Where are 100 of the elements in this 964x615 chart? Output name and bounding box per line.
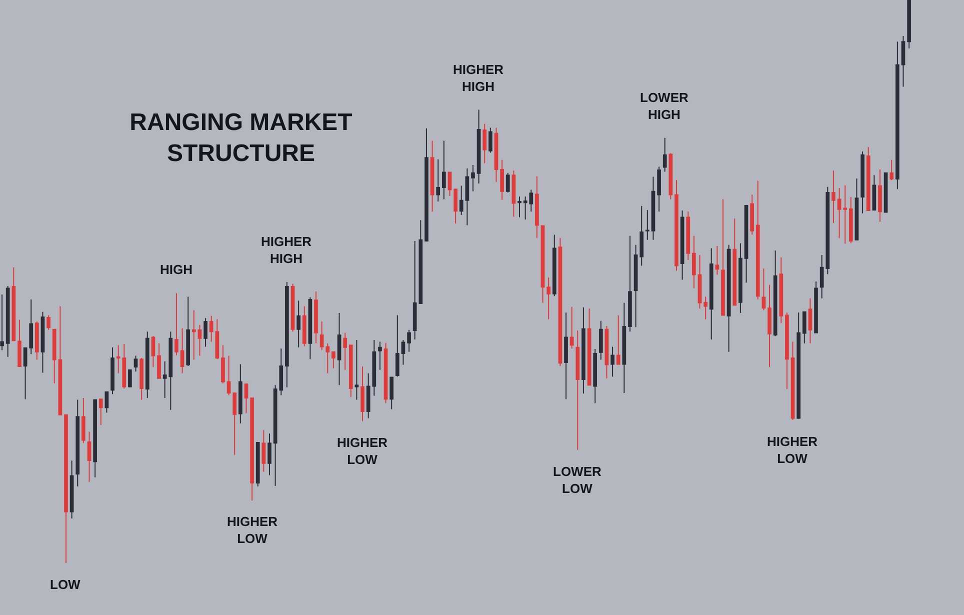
candlestick — [12, 266, 16, 342]
candlestick — [279, 348, 284, 396]
candlestick — [35, 320, 39, 360]
candlestick — [651, 176, 656, 240]
candlestick — [832, 170, 836, 224]
candlestick — [721, 198, 725, 316]
candlestick — [314, 291, 318, 344]
candlestick — [680, 210, 684, 280]
candlestick — [110, 346, 114, 395]
candlestick — [174, 292, 178, 356]
candlestick — [709, 248, 714, 340]
candlestick — [628, 235, 632, 332]
candlestick — [104, 391, 109, 414]
text: RANGING MARKET STRUCTURE — [130, 109, 353, 168]
candlestick — [122, 343, 126, 389]
candlestick — [244, 383, 248, 414]
candlestick — [157, 342, 161, 379]
candlestick — [564, 312, 568, 400]
candlestick — [0, 294, 4, 351]
candlestick — [738, 242, 742, 314]
candlestick — [407, 329, 411, 352]
candlestick — [750, 194, 754, 236]
candlestick — [546, 277, 550, 320]
candlestick — [430, 140, 434, 212]
candlestick — [518, 196, 522, 218]
candlestick — [476, 109, 481, 184]
annotation: HIGH — [160, 262, 192, 277]
candlestick — [704, 296, 708, 320]
candlestick — [256, 442, 260, 487]
candlestick — [884, 172, 888, 213]
candlestick — [454, 188, 458, 224]
candlestick — [907, 0, 911, 49]
candlestick — [843, 184, 848, 244]
candlestick — [180, 328, 184, 374]
annotation: LOWER HIGH — [640, 90, 689, 122]
candlestick — [756, 180, 760, 300]
candlestick — [343, 332, 347, 370]
candlestick — [506, 172, 510, 194]
candlestick — [540, 225, 545, 304]
candlestick — [808, 298, 812, 344]
candlestick — [482, 123, 487, 164]
candlestick — [668, 152, 673, 200]
candlestick — [616, 314, 620, 366]
candlestick — [674, 180, 678, 272]
annotation: HIGHER HIGH — [453, 62, 504, 94]
candlestick — [570, 306, 574, 349]
candlestick — [395, 314, 400, 378]
candlestick — [587, 308, 592, 386]
candlestick — [802, 311, 806, 344]
candlestick — [238, 364, 242, 424]
candlestick — [686, 211, 690, 261]
candlestick — [46, 314, 50, 330]
candlestick — [582, 306, 586, 394]
candlestick — [64, 414, 68, 564]
candlestick — [384, 342, 388, 404]
candlestick — [488, 127, 492, 154]
candlestick — [500, 159, 504, 200]
candlestick — [424, 128, 428, 242]
candlestick — [18, 319, 22, 367]
candlestick — [890, 159, 894, 181]
candlestick — [436, 158, 440, 202]
candlestick — [140, 358, 144, 400]
candlestick — [494, 127, 498, 182]
candlestick — [76, 399, 80, 487]
candlestick — [773, 250, 778, 337]
candlestick — [634, 244, 638, 328]
candlestick — [401, 340, 406, 366]
candlestick — [145, 331, 150, 399]
candlestick — [872, 174, 876, 210]
candlestick — [192, 310, 196, 360]
candlestick — [854, 178, 859, 240]
candlestick — [779, 256, 784, 324]
candlestick — [82, 398, 86, 444]
candlestick — [744, 204, 748, 284]
candlestick — [657, 166, 661, 212]
candlestick — [558, 238, 562, 366]
candlestick — [901, 36, 906, 88]
candlestick — [58, 306, 62, 416]
candlestick — [692, 235, 696, 289]
candlestick — [308, 296, 312, 360]
candlestick — [465, 168, 470, 226]
candlestick — [640, 206, 644, 266]
candlestick — [796, 312, 801, 420]
candlestick — [198, 324, 202, 356]
candlestick — [134, 355, 138, 372]
candlestick — [837, 188, 842, 239]
candlestick — [622, 302, 626, 394]
candlestick — [442, 140, 446, 200]
candlestick — [529, 189, 534, 212]
candlestick — [860, 150, 864, 214]
candlestick — [348, 344, 353, 398]
annotation: LOW — [50, 577, 82, 592]
candlestick — [70, 460, 74, 520]
candlestick — [552, 234, 556, 297]
candlestick — [698, 254, 702, 310]
candlestick — [448, 172, 452, 196]
candlestick — [390, 376, 394, 410]
candlestick — [273, 384, 278, 486]
candlestick — [459, 185, 464, 216]
candlestick — [814, 280, 818, 334]
